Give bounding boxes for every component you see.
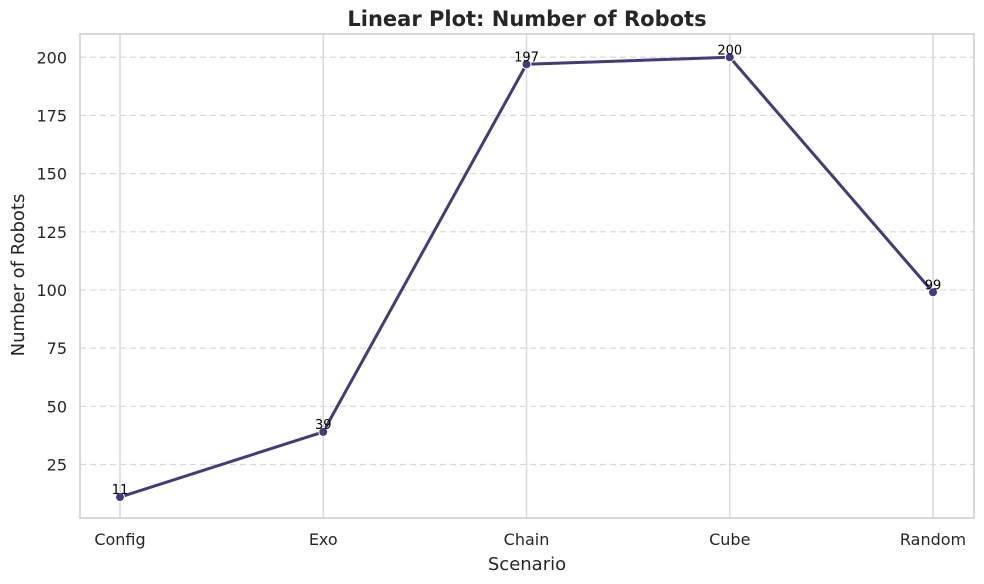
- x-tick-labels: Config Exo Chain Cube Random: [94, 530, 966, 549]
- y-tick-label: 175: [36, 106, 67, 125]
- y-tick-label: 75: [47, 339, 67, 358]
- data-label: 200: [717, 43, 742, 58]
- x-tick-label: Random: [900, 530, 966, 549]
- x-tick-label: Config: [94, 530, 145, 549]
- x-axis-label: Scenario: [488, 554, 566, 575]
- data-point: [521, 59, 532, 70]
- y-tick-label: 125: [36, 223, 67, 242]
- y-tick-label: 150: [36, 165, 67, 184]
- x-tick-label: Chain: [504, 530, 550, 549]
- data-label: 99: [925, 278, 942, 293]
- data-point: [724, 52, 735, 63]
- grid-layer: [80, 34, 974, 518]
- y-tick-label: 100: [36, 281, 67, 300]
- x-tick-label: Cube: [709, 530, 750, 549]
- data-point: [928, 287, 938, 298]
- y-tick-labels: 25 50 75 100 125 150 175 200: [36, 48, 67, 474]
- data-point: [115, 492, 125, 503]
- y-tick-label: 25: [47, 455, 67, 474]
- data-point: [318, 426, 329, 437]
- data-points: [115, 52, 938, 503]
- data-label: 197: [514, 50, 539, 65]
- chart-title: Linear Plot: Number of Robots: [347, 7, 706, 31]
- data-label: 39: [315, 418, 332, 433]
- data-label: 11: [112, 483, 129, 498]
- y-tick-label: 200: [36, 48, 67, 67]
- data-labels: 11 39 197 200 99: [112, 43, 942, 498]
- y-axis-label: Number of Robots: [8, 194, 29, 357]
- plot-area-frame: [79, 33, 975, 519]
- y-tick-label: 50: [47, 397, 67, 416]
- x-tick-label: Exo: [309, 530, 338, 549]
